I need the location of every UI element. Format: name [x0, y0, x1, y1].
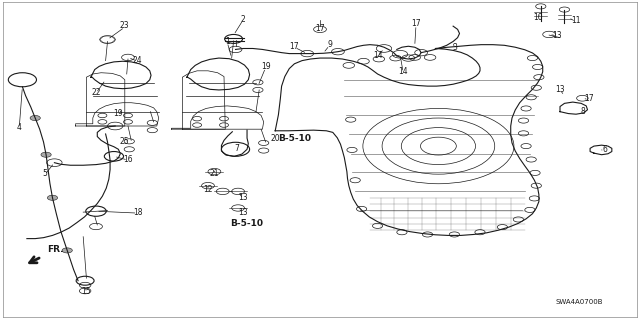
Circle shape	[30, 115, 40, 121]
Text: 22: 22	[92, 88, 100, 97]
Text: 17: 17	[289, 42, 300, 51]
Text: FR.: FR.	[47, 245, 63, 254]
Text: 18: 18	[133, 208, 142, 217]
Text: 9: 9	[327, 40, 332, 49]
Text: 8: 8	[580, 107, 585, 116]
Text: 19: 19	[260, 63, 271, 71]
Text: 24: 24	[132, 56, 143, 65]
Text: 16: 16	[123, 155, 133, 164]
Text: 1: 1	[225, 37, 230, 46]
Text: 11: 11	[572, 16, 580, 25]
Text: 10: 10	[532, 13, 543, 22]
Text: 13: 13	[555, 85, 565, 94]
Text: 20: 20	[270, 134, 280, 143]
Text: 2: 2	[241, 15, 246, 24]
Text: 6: 6	[602, 145, 607, 154]
Text: 3: 3	[452, 43, 457, 52]
Text: 13: 13	[238, 193, 248, 202]
Text: 23: 23	[120, 21, 130, 30]
Text: 14: 14	[372, 51, 383, 60]
Text: B-5-10: B-5-10	[278, 134, 311, 143]
Text: 14: 14	[398, 67, 408, 76]
Circle shape	[62, 248, 72, 253]
Circle shape	[41, 152, 51, 157]
Text: 12: 12	[204, 185, 212, 194]
Text: 17: 17	[584, 94, 594, 103]
Text: 19: 19	[113, 109, 124, 118]
Text: 25: 25	[120, 137, 130, 146]
Text: 15: 15	[81, 287, 92, 296]
Text: 17: 17	[315, 24, 325, 33]
Text: B-5-10: B-5-10	[230, 219, 263, 228]
Text: 7: 7	[234, 144, 239, 153]
Text: 4: 4	[17, 123, 22, 132]
Circle shape	[47, 195, 58, 200]
Text: 5: 5	[42, 169, 47, 178]
Text: 13: 13	[552, 31, 562, 40]
Text: 21: 21	[210, 169, 219, 178]
Text: SWA4A0700B: SWA4A0700B	[556, 300, 603, 305]
Text: 13: 13	[238, 208, 248, 217]
Text: 17: 17	[411, 19, 421, 28]
